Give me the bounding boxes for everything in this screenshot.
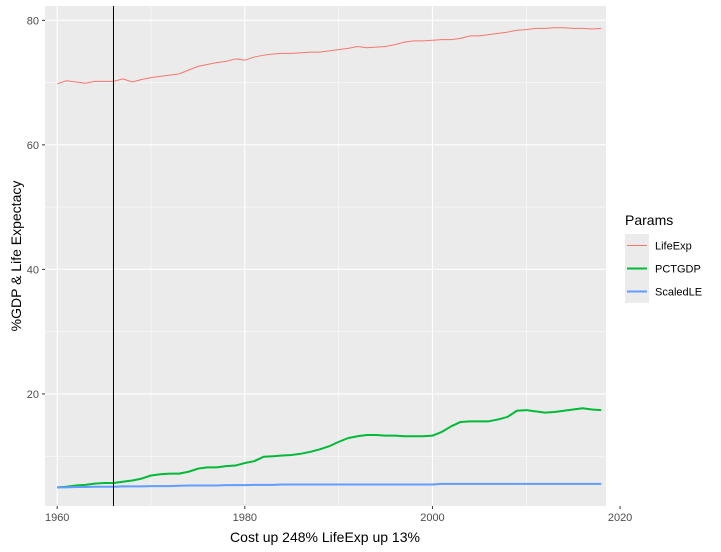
x-tick-label: 1980	[233, 512, 257, 524]
y-axis-title: %GDP & Life Expectacy	[8, 181, 24, 332]
minor-gridlines	[45, 6, 606, 506]
y-tick-label: 60	[27, 140, 39, 152]
series-line-scaledle	[57, 482, 602, 489]
x-axis-ticks: 1960 1980 2000 2020	[45, 506, 632, 524]
legend-label-lifeexp: LifeExp	[655, 241, 692, 253]
y-tick-label: 80	[27, 15, 39, 27]
series-lines	[57, 27, 602, 489]
y-axis-ticks: 20 40 60 80	[27, 15, 45, 401]
x-tick-label: 2000	[420, 512, 444, 524]
legend-label-scaledle: ScaledLE	[655, 287, 702, 299]
series-line-pctgdp	[57, 407, 602, 489]
legend: Params LifeExp PCTGDP ScaledLE	[625, 212, 702, 303]
y-tick-label: 40	[27, 264, 39, 276]
x-tick-label: 1960	[45, 512, 69, 524]
x-tick-label: 2020	[608, 512, 632, 524]
y-tick-label: 20	[27, 389, 39, 401]
panel-background	[45, 6, 606, 506]
legend-items: LifeExp PCTGDP ScaledLE	[625, 234, 702, 303]
legend-title: Params	[625, 212, 673, 228]
x-axis-title: Cost up 248% LifeExp up 13%	[230, 529, 420, 545]
legend-label-pctgdp: PCTGDP	[655, 264, 701, 276]
series-line-lifeexp	[57, 27, 602, 85]
major-gridlines	[45, 6, 606, 506]
